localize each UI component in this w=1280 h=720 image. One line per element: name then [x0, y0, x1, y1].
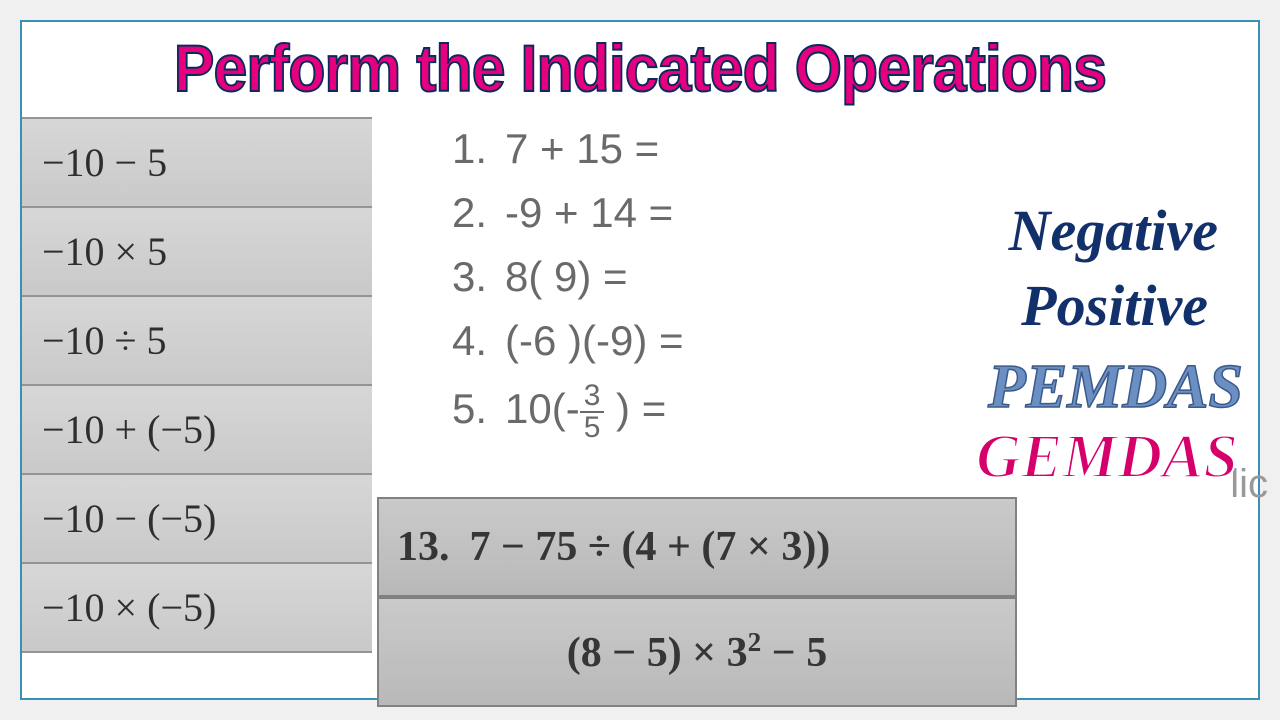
item-expr-suffix: ) = — [604, 385, 666, 432]
problem-expr: 7 − 75 ÷ (4 + (7 × 3)) — [470, 524, 831, 570]
list-item: 2. -9 + 14 = — [422, 181, 952, 245]
item-expr: -9 + 14 = — [505, 189, 673, 236]
item-number: 5. — [432, 385, 487, 433]
item-number: 2. — [432, 189, 487, 237]
problem-number: 13. — [397, 524, 450, 570]
problem-cell: (8 − 5) × 32 − 5 — [377, 597, 1017, 707]
main-frame: Perform the Indicated Operations −10 − 5… — [20, 20, 1260, 700]
problem-expr-a: (8 − 5) × 3 — [567, 630, 748, 676]
table-row: −10 − 5 — [22, 117, 372, 208]
label-gemdas: GEMDAS — [976, 422, 1238, 493]
fraction-numerator: 3 — [580, 381, 605, 413]
numbered-list: 1. 7 + 15 = 2. -9 + 14 = 3. 8( 9) = 4. (-6 )… — [422, 117, 952, 451]
bottom-problems: 13. 7 − 75 ÷ (4 + (7 × 3)) (8 − 5) × 32 −… — [377, 497, 1017, 707]
list-item: 4. (-6 )(-9) = — [422, 309, 952, 373]
label-pemdas: PEMDAS — [988, 352, 1243, 423]
list-item: 3. 8( 9) = — [422, 245, 952, 309]
label-negative: Negative — [1009, 197, 1218, 264]
fraction-denominator: 5 — [580, 413, 605, 443]
table-row: −10 − (−5) — [22, 475, 372, 564]
list-item: 1. 7 + 15 = — [422, 117, 952, 181]
problem-expr-b: − 5 — [761, 630, 827, 676]
item-number: 4. — [432, 317, 487, 365]
exponent: 2 — [748, 627, 762, 657]
fraction: 35 — [580, 381, 605, 443]
item-expr: (-6 )(-9) = — [505, 317, 684, 364]
table-row: −10 × (−5) — [22, 564, 372, 653]
problem-cell: 13. 7 − 75 ÷ (4 + (7 × 3)) — [377, 497, 1017, 597]
table-row: −10 ÷ 5 — [22, 297, 372, 386]
item-expr: 7 + 15 = — [505, 125, 659, 172]
page-title: Perform the Indicated Operations — [71, 30, 1208, 106]
item-expr-prefix: 10(- — [505, 385, 580, 432]
left-operations-table: −10 − 5 −10 × 5 −10 ÷ 5 −10 + (−5) −10 −… — [22, 117, 372, 653]
item-number: 1. — [432, 125, 487, 173]
table-row: −10 + (−5) — [22, 386, 372, 475]
item-expr: 8( 9) = — [505, 253, 628, 300]
list-item: 5. 10(-35 ) = — [422, 373, 952, 451]
item-number: 3. — [432, 253, 487, 301]
label-positive: Positive — [1021, 272, 1208, 339]
table-row: −10 × 5 — [22, 208, 372, 297]
